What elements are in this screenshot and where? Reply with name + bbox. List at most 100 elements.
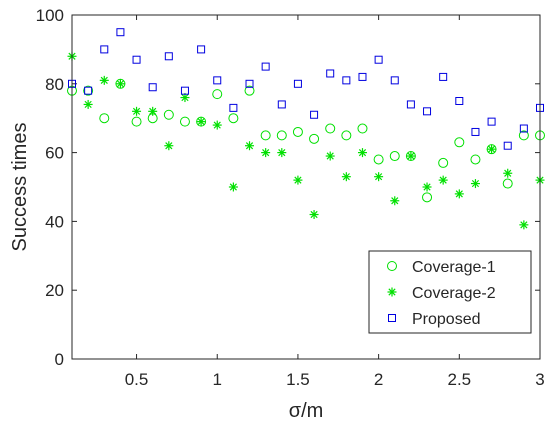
proposed-point [132,55,141,64]
coverage-1-point [438,157,449,168]
coverage-1-point [357,123,368,134]
coverage-2-point [503,168,513,178]
legend-marker-coverage-2 [387,287,397,297]
proposed-point [197,45,206,54]
legend-label-coverage-2: Coverage-2 [412,285,496,302]
coverage-2-point [487,144,497,154]
proposed-point [213,76,222,85]
coverage-1-point [502,178,513,189]
proposed-point [229,103,238,112]
coverage-2-point [341,172,351,182]
proposed-point [277,100,286,109]
proposed-point [439,72,448,81]
proposed-point [293,79,302,88]
coverage-2-point [422,182,432,192]
coverage-2-point [293,175,303,185]
coverage-1-point [341,130,352,141]
proposed-point [164,52,173,61]
coverage-2-point [196,117,206,127]
proposed-point [326,69,335,78]
y-tick-label: 40 [45,212,64,231]
coverage-1-point [179,116,190,127]
coverage-2-point [438,175,448,185]
y-tick-label: 0 [55,350,64,369]
proposed-point [358,72,367,81]
proposed-point [390,76,399,85]
coverage-2-point [115,79,125,89]
y-tick-labels: 0 20 40 60 80 100 [36,6,64,369]
coverage-1-point [228,113,239,124]
proposed-point [148,83,157,92]
coverage-2-point [309,210,319,220]
coverage-2-point [390,196,400,206]
coverage-2-point [228,182,238,192]
x-tick-label: 3 [535,370,544,389]
coverage-2-point [83,99,93,109]
coverage-1-point [454,137,465,148]
series-proposed [68,28,544,150]
x-axis-label: σ/m [289,400,324,422]
x-tick-labels: 0.5 1 1.5 2 2.5 3 [125,370,545,389]
y-tick-label: 60 [45,144,64,163]
y-axis-label: Success times [9,123,31,252]
coverage-1-point [163,109,174,120]
proposed-point [455,97,464,105]
coverage-1-point [325,123,336,134]
proposed-point [245,79,254,88]
coverage-2-point [132,106,142,116]
coverage-2-point [454,189,464,199]
legend-marker-coverage-1 [387,261,397,271]
proposed-point [342,76,351,85]
x-tick-label: 2 [374,370,383,389]
coverage-1-point [244,85,255,96]
coverage-2-point [406,151,416,161]
proposed-point [100,45,109,54]
coverage-1-point [470,154,481,165]
coverage-1-point [99,113,110,124]
coverage-2-point [374,172,384,182]
legend-label-coverage-1: Coverage-1 [412,259,496,276]
coverage-2-point [99,75,109,85]
coverage-2-point [519,220,529,230]
coverage-1-point [389,151,400,162]
coverage-2-point [164,141,174,151]
coverage-2-point [245,141,255,151]
x-tick-label: 1 [213,370,222,389]
plot-frame [71,14,541,360]
proposed-point [503,141,512,150]
coverage-1-point [422,192,433,203]
coverage-1-point [373,154,384,165]
proposed-point [310,110,319,119]
y-tick-label: 80 [45,75,64,94]
proposed-point [519,124,528,133]
proposed-point [261,62,270,71]
proposed-point [116,28,125,37]
proposed-point [84,86,93,95]
proposed-point [374,55,383,64]
coverage-1-point [309,133,320,144]
coverage-2-point [277,148,287,158]
coverage-2-point [325,151,335,161]
coverage-2-point [357,148,367,158]
coverage-2-point [470,179,480,189]
coverage-2-point [148,106,158,116]
coverage-1-point [518,130,529,141]
x-tick-label: 0.5 [125,370,149,389]
coverage-1-point [212,89,223,100]
proposed-point [180,86,189,95]
series-coverage-2 [67,51,545,230]
legend: Coverage-1 Coverage-2 Proposed [368,250,532,334]
coverage-1-point [292,126,303,137]
y-tick-label: 20 [45,281,64,300]
y-tick-label: 100 [36,6,64,25]
coverage-2-point [261,148,271,158]
legend-marker-proposed [388,314,396,322]
coverage-1-point [131,116,142,127]
proposed-point [423,107,432,116]
coverage-1-point [83,85,94,96]
data-points [67,28,545,230]
coverage-1-point [276,130,287,141]
proposed-point [471,127,480,136]
x-tick-label: 1.5 [286,370,310,389]
proposed-point [487,117,496,126]
